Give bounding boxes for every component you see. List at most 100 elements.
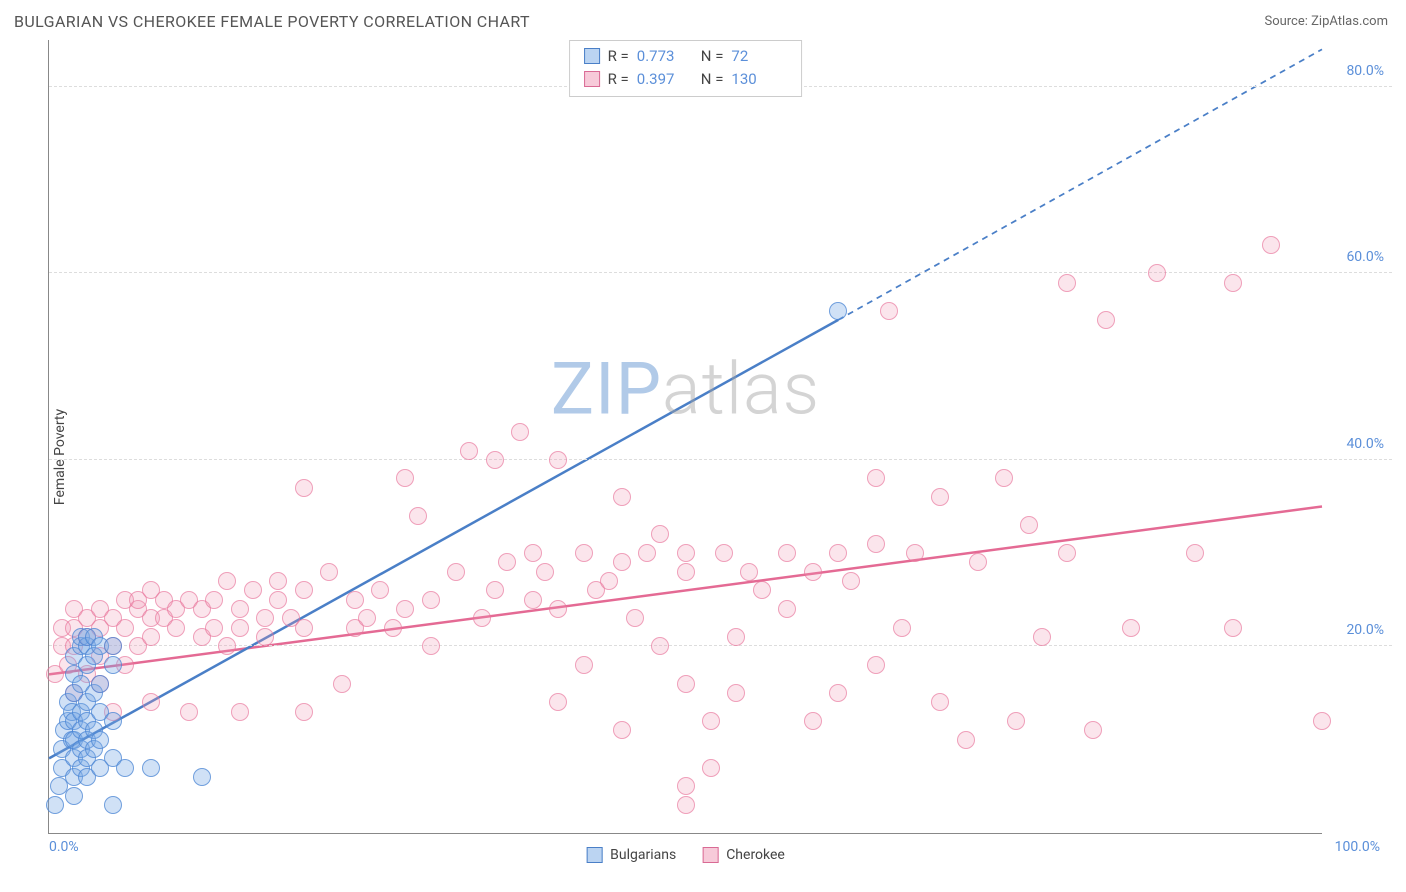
scatter-point — [893, 619, 911, 637]
scatter-point — [842, 572, 860, 590]
scatter-point — [702, 759, 720, 777]
scatter-point — [167, 619, 185, 637]
scatter-point — [396, 600, 414, 618]
stats-row-bulgarians: R = 0.773 N = 72 — [584, 45, 788, 68]
scatter-point — [218, 572, 236, 590]
swatch-pink-icon — [702, 847, 718, 863]
correlation-stats-box: R = 0.773 N = 72 R = 0.397 N = 130 — [569, 40, 803, 97]
x-tick-label: 0.0% — [49, 839, 79, 855]
scatter-point — [205, 591, 223, 609]
scatter-point — [447, 563, 465, 581]
scatter-point — [995, 469, 1013, 487]
scatter-point — [931, 488, 949, 506]
scatter-point — [536, 563, 554, 581]
scatter-point — [549, 451, 567, 469]
scatter-point — [104, 712, 122, 730]
scatter-point — [231, 600, 249, 618]
scatter-point — [1007, 712, 1025, 730]
scatter-point — [384, 619, 402, 637]
watermark-zip: ZIP — [551, 346, 662, 431]
scatter-point — [549, 600, 567, 618]
scatter-point — [409, 507, 427, 525]
swatch-blue-icon — [586, 847, 602, 863]
stat-r-label: R = — [608, 45, 629, 68]
swatch-pink-icon — [584, 71, 600, 87]
scatter-point — [1058, 544, 1076, 562]
scatter-point — [205, 619, 223, 637]
chart-container: Female Poverty R = 0.773 N = 72 R = 0.39… — [14, 40, 1392, 874]
scatter-point — [180, 703, 198, 721]
scatter-point — [256, 609, 274, 627]
scatter-point — [269, 572, 287, 590]
scatter-point — [1033, 628, 1051, 646]
scatter-point — [142, 759, 160, 777]
scatter-point — [575, 544, 593, 562]
scatter-point — [256, 628, 274, 646]
scatter-point — [486, 581, 504, 599]
scatter-point — [906, 544, 924, 562]
stat-r-value: 0.773 — [637, 45, 685, 68]
scatter-point — [931, 693, 949, 711]
scatter-point — [829, 544, 847, 562]
scatter-point — [231, 703, 249, 721]
scatter-point — [1097, 311, 1115, 329]
scatter-point — [244, 581, 262, 599]
stat-n-value: 72 — [731, 45, 779, 68]
scatter-point — [396, 469, 414, 487]
swatch-blue-icon — [584, 48, 600, 64]
x-tick-label: 100.0% — [1335, 839, 1380, 855]
scatter-point — [104, 656, 122, 674]
scatter-point — [1122, 619, 1140, 637]
scatter-point — [867, 656, 885, 674]
scatter-point — [727, 684, 745, 702]
scatter-point — [295, 479, 313, 497]
legend-item-cherokee: Cherokee — [702, 847, 785, 863]
scatter-point — [613, 553, 631, 571]
scatter-point — [142, 628, 160, 646]
scatter-point — [371, 581, 389, 599]
scatter-point — [727, 628, 745, 646]
scatter-point — [740, 563, 758, 581]
scatter-point — [677, 563, 695, 581]
scatter-point — [969, 553, 987, 571]
bottom-legend: Bulgarians Cherokee — [586, 847, 785, 863]
y-tick-label: 80.0% — [1346, 63, 1384, 79]
scatter-point — [486, 451, 504, 469]
scatter-point — [880, 302, 898, 320]
scatter-point — [295, 581, 313, 599]
scatter-point — [715, 544, 733, 562]
scatter-point — [231, 619, 249, 637]
scatter-point — [1313, 712, 1331, 730]
y-tick-label: 60.0% — [1346, 249, 1384, 265]
gridline — [49, 459, 1392, 460]
scatter-point — [804, 563, 822, 581]
stat-r-value: 0.397 — [637, 68, 685, 91]
scatter-point — [218, 637, 236, 655]
scatter-point — [753, 581, 771, 599]
scatter-point — [613, 488, 631, 506]
scatter-point — [613, 721, 631, 739]
scatter-point — [575, 656, 593, 674]
gridline — [49, 645, 1392, 646]
scatter-point — [957, 731, 975, 749]
scatter-point — [142, 693, 160, 711]
scatter-point — [116, 619, 134, 637]
scatter-point — [1020, 516, 1038, 534]
scatter-point — [600, 572, 618, 590]
scatter-point — [193, 768, 211, 786]
scatter-point — [1148, 264, 1166, 282]
scatter-point — [473, 609, 491, 627]
scatter-point — [1224, 619, 1242, 637]
scatter-point — [626, 609, 644, 627]
scatter-point — [511, 423, 529, 441]
source-label: Source: ZipAtlas.com — [1264, 14, 1388, 29]
scatter-point — [651, 637, 669, 655]
scatter-point — [91, 731, 109, 749]
gridline — [49, 272, 1392, 273]
scatter-point — [677, 675, 695, 693]
stats-row-cherokee: R = 0.397 N = 130 — [584, 68, 788, 91]
scatter-point — [651, 525, 669, 543]
scatter-point — [346, 591, 364, 609]
scatter-point — [422, 591, 440, 609]
chart-title: BULGARIAN VS CHEROKEE FEMALE POVERTY COR… — [14, 12, 530, 31]
